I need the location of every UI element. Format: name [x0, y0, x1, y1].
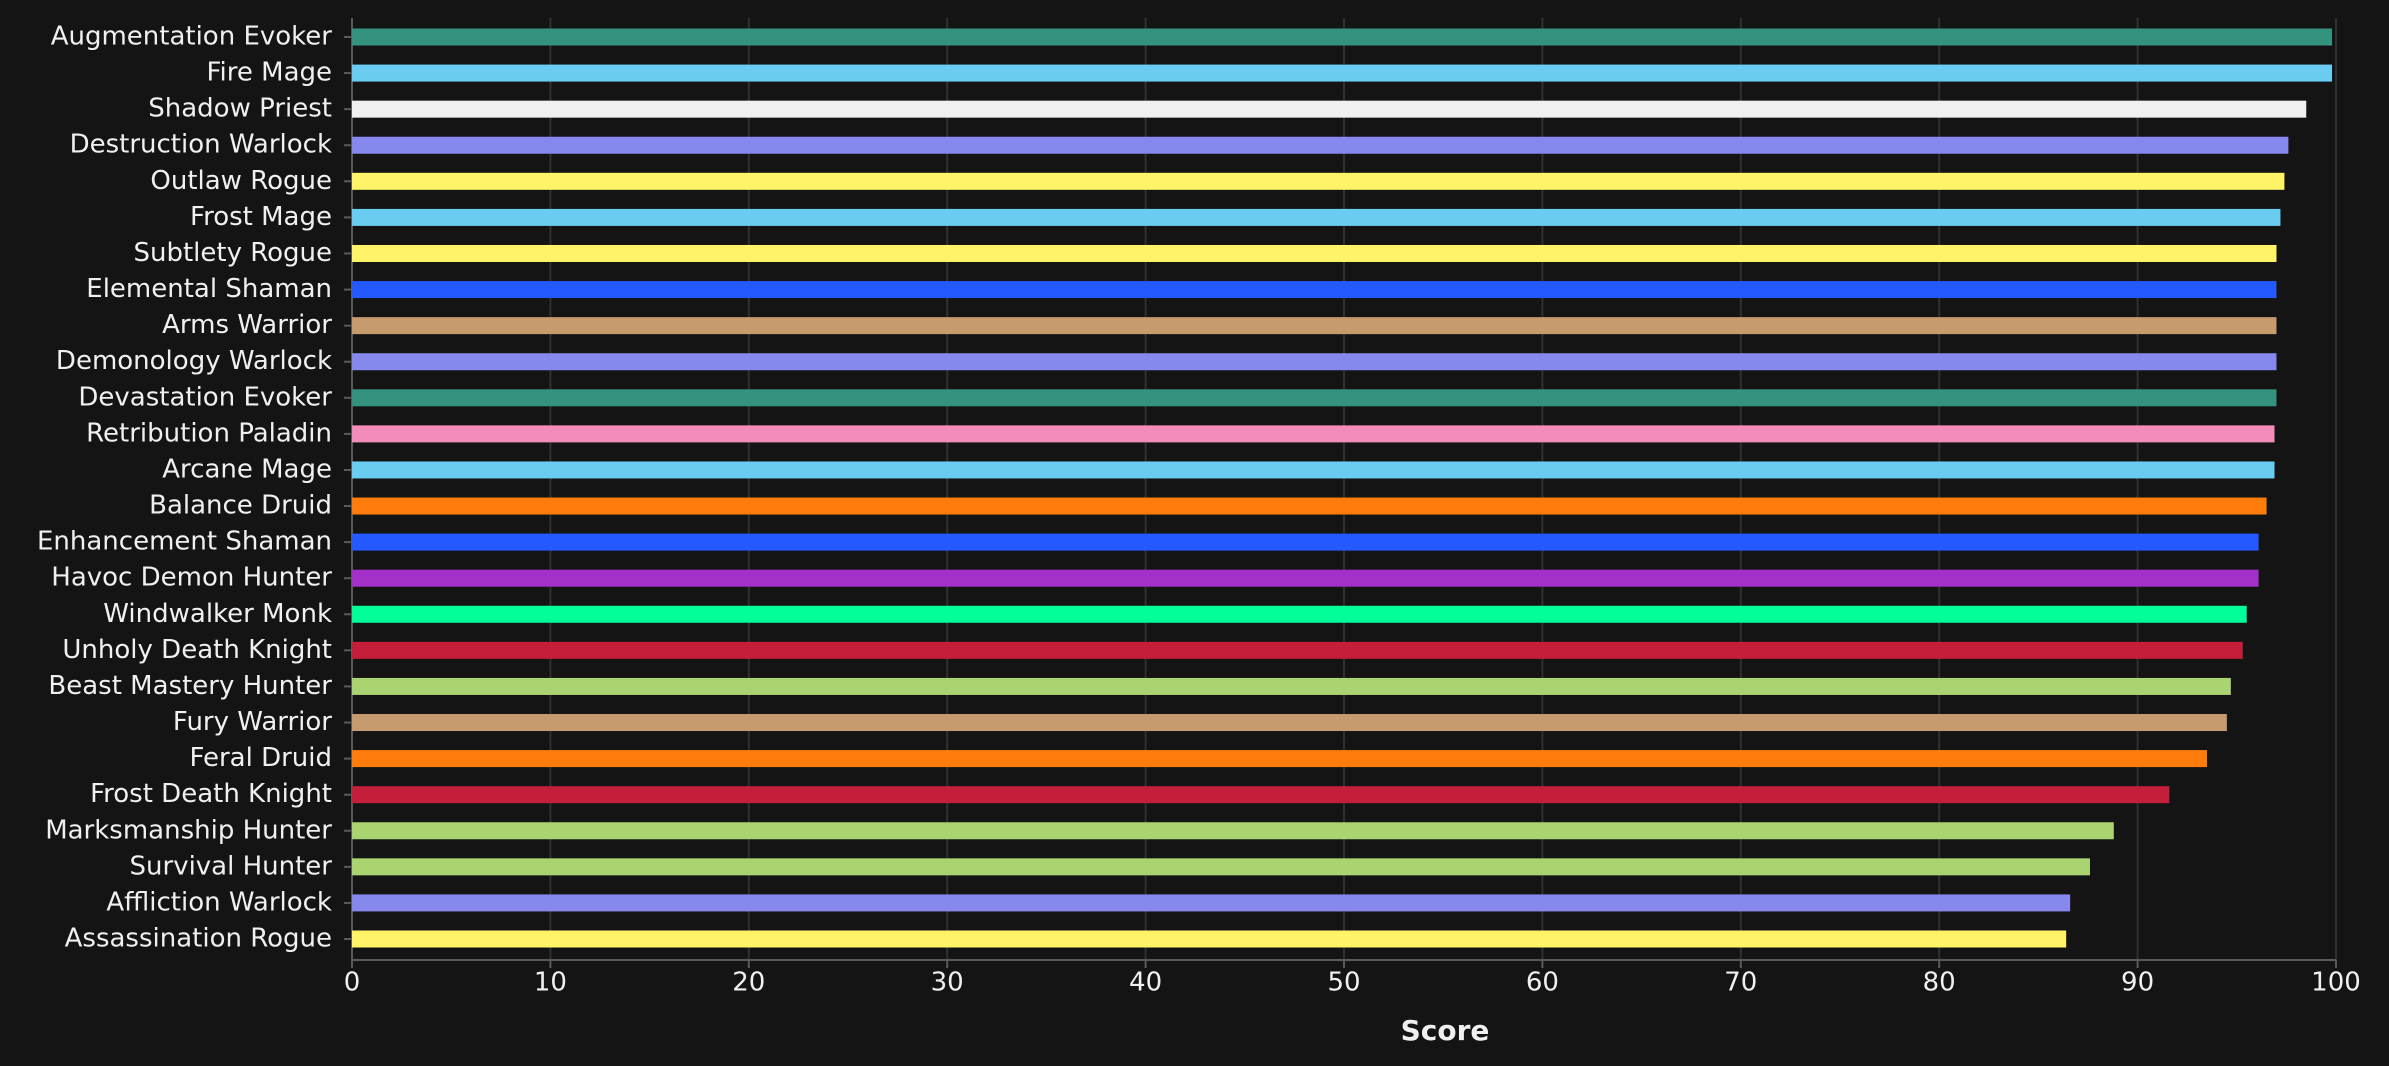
bar — [352, 208, 2281, 226]
y-tick-label: Elemental Shaman — [86, 274, 332, 304]
y-tick-label: Frost Mage — [190, 202, 332, 232]
x-tick-label: 50 — [1327, 968, 1360, 998]
bar — [352, 244, 2277, 262]
y-tick-label: Unholy Death Knight — [62, 635, 332, 665]
bar — [352, 641, 2243, 659]
y-tick-label: Windwalker Monk — [103, 599, 332, 629]
y-tick-label: Beast Mastery Hunter — [48, 671, 332, 701]
y-tick-label: Frost Death Knight — [90, 779, 332, 809]
bar — [352, 930, 2067, 948]
y-tick-label: Subtlety Rogue — [133, 238, 332, 268]
y-tick-label: Enhancement Shaman — [37, 527, 332, 557]
bar — [352, 497, 2267, 515]
x-tick-label: 30 — [931, 968, 964, 998]
y-tick-label: Outlaw Rogue — [150, 166, 332, 196]
y-tick-label: Assassination Rogue — [65, 924, 332, 954]
bar — [352, 461, 2275, 479]
bar — [352, 317, 2277, 335]
bar — [352, 569, 2259, 587]
y-tick-label: Demonology Warlock — [56, 346, 332, 376]
x-tick-label: 100 — [2311, 968, 2361, 998]
bar — [352, 28, 2333, 46]
bar — [352, 750, 2208, 768]
bar — [352, 786, 2170, 804]
bar — [352, 64, 2333, 82]
y-tick-label: Devastation Evoker — [78, 382, 332, 412]
y-tick-label: Fury Warrior — [173, 707, 332, 737]
bar — [352, 389, 2277, 407]
y-tick-label: Retribution Paladin — [86, 418, 332, 448]
x-tick-label: 10 — [534, 968, 567, 998]
y-tick-label: Arcane Mage — [162, 454, 332, 484]
bar — [352, 894, 2071, 912]
bar — [352, 136, 2289, 154]
y-tick-label: Survival Hunter — [130, 851, 333, 881]
bar — [352, 172, 2285, 190]
y-tick-label: Feral Druid — [189, 743, 332, 773]
x-tick-label: 70 — [1724, 968, 1757, 998]
bar — [352, 353, 2277, 371]
y-tick-label: Balance Druid — [149, 491, 332, 521]
y-tick-label: Augmentation Evoker — [51, 22, 333, 52]
bar — [352, 822, 2114, 840]
y-tick-label: Fire Mage — [206, 58, 332, 88]
bar — [352, 714, 2227, 732]
bar — [352, 858, 2090, 876]
bar — [352, 533, 2259, 551]
y-tick-label: Destruction Warlock — [70, 130, 332, 160]
y-tick-label: Havoc Demon Hunter — [51, 563, 332, 593]
bar — [352, 677, 2231, 695]
x-tick-label: 60 — [1526, 968, 1559, 998]
bar — [352, 425, 2275, 443]
bar — [352, 281, 2277, 299]
y-tick-label: Shadow Priest — [148, 94, 332, 124]
bar — [352, 100, 2307, 118]
y-tick-label: Affliction Warlock — [106, 887, 332, 917]
y-tick-label: Arms Warrior — [162, 310, 332, 340]
x-tick-label: 80 — [1923, 968, 1956, 998]
x-tick-label: 0 — [344, 968, 361, 998]
x-tick-label: 40 — [1129, 968, 1162, 998]
y-tick-label: Marksmanship Hunter — [45, 815, 332, 845]
x-tick-label: 20 — [732, 968, 765, 998]
x-tick-label: 90 — [2121, 968, 2154, 998]
bar — [352, 605, 2247, 623]
x-axis-label: Score — [1401, 1014, 1490, 1047]
